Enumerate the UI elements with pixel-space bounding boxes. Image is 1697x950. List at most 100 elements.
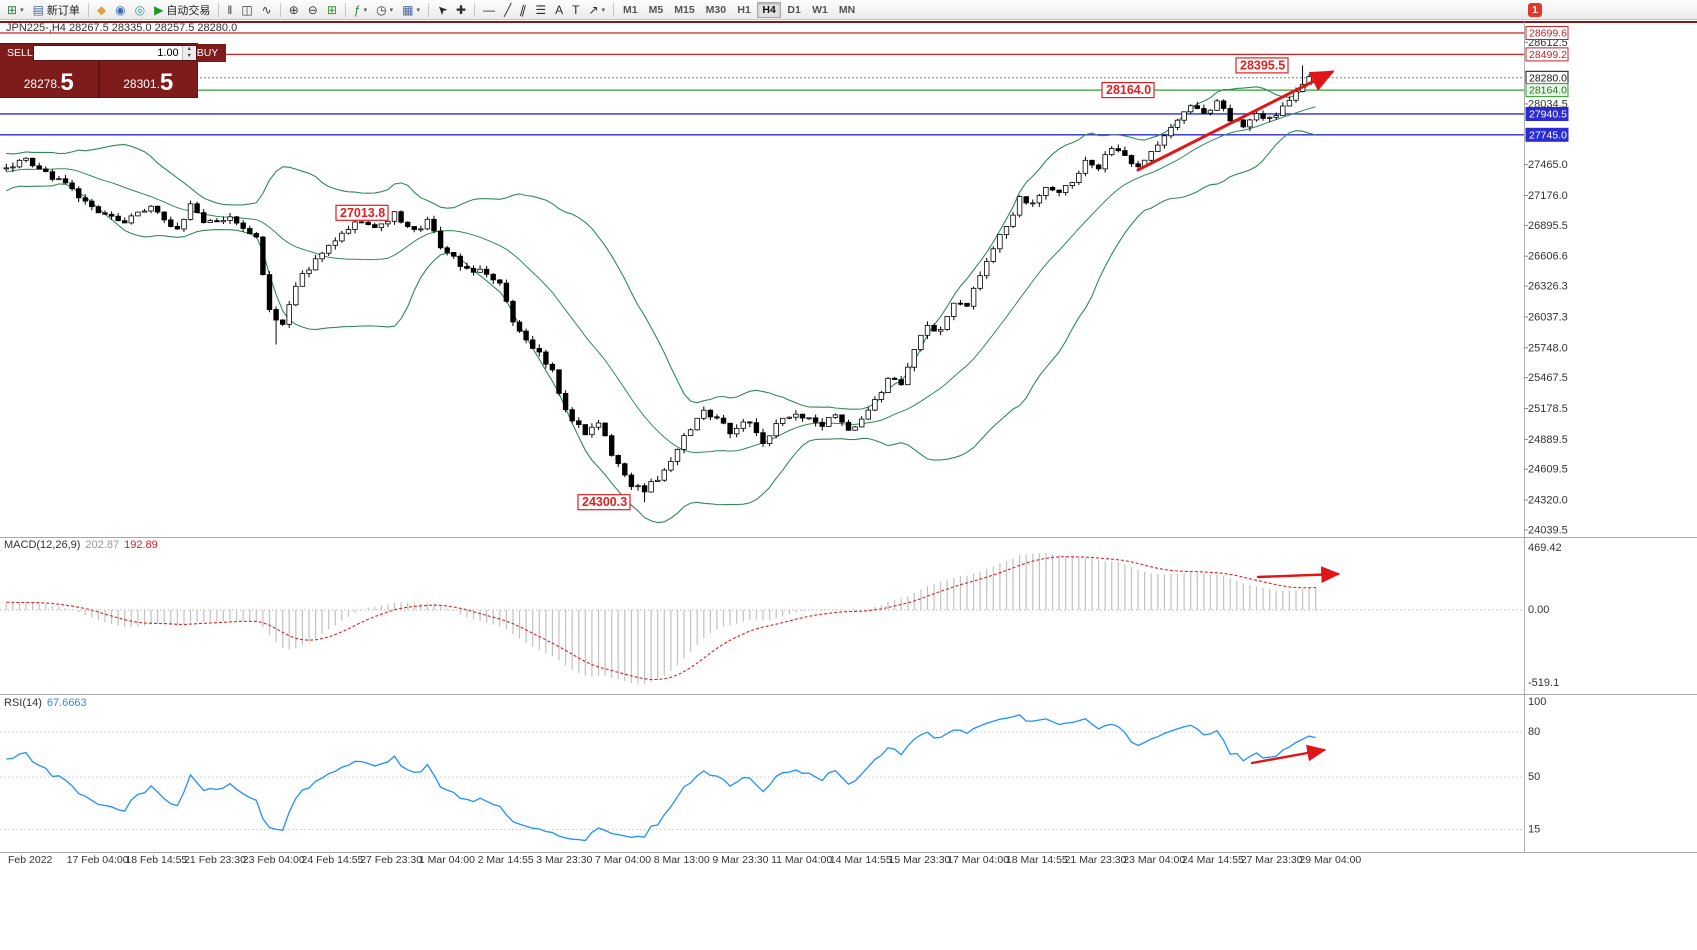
arrows-icon: ↗ <box>588 2 599 17</box>
templates-button[interactable]: ▦ ▾ <box>398 1 424 18</box>
trendline-button[interactable]: ╱ <box>500 1 515 18</box>
profile-button[interactable]: ◉ <box>111 1 129 18</box>
chart-canvas[interactable]: 28612.528034.527465.027176.026895.526606… <box>0 20 1697 945</box>
cursor-button[interactable]: ➤ <box>433 1 451 18</box>
price-callout[interactable] <box>1101 81 1155 99</box>
volume-input[interactable] <box>33 46 182 60</box>
horizontal-line-button[interactable]: ― <box>479 1 499 18</box>
timeframe-m1[interactable]: M1 <box>618 2 643 18</box>
time-axis-label: 7 Mar 04:00 <box>595 854 651 866</box>
trend-arrow-rsi[interactable] <box>1250 744 1327 765</box>
time-axis-label: 17 Feb 04:00 <box>67 854 129 866</box>
zoom-in-icon: ⊕ <box>288 2 299 17</box>
time-axis-label: 14 Mar 14:55 <box>830 854 892 866</box>
tile-windows-button[interactable]: ⊞ <box>323 1 341 18</box>
time-axis-label: 8 Mar 13:00 <box>654 854 710 866</box>
timeframe-m30[interactable]: M30 <box>701 2 731 18</box>
time-axis-label: 27 Feb 23:30 <box>360 854 422 866</box>
sell-button[interactable]: SELL <box>0 44 33 62</box>
indicator-icon: ƒ <box>353 2 361 17</box>
time-axis-label: 21 Mar 23:30 <box>1065 854 1127 866</box>
new-order-button[interactable]: ▤ 新订单 <box>29 1 84 18</box>
price-level-label <box>1525 83 1569 98</box>
trend-arrow-price[interactable] <box>1136 70 1335 172</box>
template-icon: ▦ <box>402 2 414 17</box>
autotrade-button[interactable]: ▶ 自动交易 <box>150 1 214 18</box>
macd-signal-line <box>6 556 1316 681</box>
text-icon: A <box>555 2 564 17</box>
sell-price-main: 28278. <box>23 77 61 91</box>
text-label-button[interactable]: T <box>568 1 583 18</box>
autotrade-button-label: 自动交易 <box>166 4 211 17</box>
bollinger-middle-band[interactable] <box>6 106 1316 454</box>
label-icon: T <box>572 2 580 17</box>
price-level-label-text: 27940.5 <box>1529 109 1567 121</box>
price-axis-label: 24889.5 <box>1528 434 1568 446</box>
candlestick-chart-button[interactable]: ◫ <box>237 1 256 18</box>
toolbar-separator <box>474 2 476 17</box>
price-callout[interactable] <box>1235 57 1289 74</box>
channel-button[interactable]: ∥ <box>516 1 530 18</box>
price-axis-label: 27176.0 <box>1528 190 1568 202</box>
crosshair-button[interactable]: ✚ <box>452 1 470 18</box>
price-axis-label: 24320.0 <box>1528 495 1568 507</box>
time-axis-label: Feb 2022 <box>8 854 53 866</box>
indicators-button[interactable]: ƒ ▾ <box>350 1 371 18</box>
fibonacci-button[interactable]: ☰ <box>531 1 550 18</box>
macd-axis-label: 469.42 <box>1528 542 1562 554</box>
price-level-label <box>1525 26 1569 40</box>
price-level-label-text: 28280.0 <box>1529 72 1567 84</box>
toolbar-separator <box>87 2 89 17</box>
community-button[interactable]: ◎ <box>131 1 149 18</box>
timeframe-m5[interactable]: M5 <box>644 2 669 18</box>
star-icon: ◆ <box>96 2 107 17</box>
timeframe-h1[interactable]: H1 <box>732 2 756 18</box>
new-chart-button[interactable]: ⊞ ▾ <box>3 1 28 18</box>
candlestick-series[interactable] <box>3 65 1319 503</box>
timeframe-h4[interactable]: H4 <box>757 1 782 18</box>
periods-button[interactable]: ◷ ▾ <box>372 1 397 18</box>
volume-decrease-button[interactable]: ▼ <box>182 53 196 60</box>
timeframe-m15[interactable]: M15 <box>669 2 699 18</box>
rsi-line <box>6 714 1316 842</box>
line-chart-button[interactable]: ∿ <box>258 1 276 18</box>
sell-price-button[interactable]: 28278. 5 <box>0 62 100 97</box>
bar-chart-button[interactable]: ‖ <box>223 1 236 18</box>
buy-button[interactable]: BUY <box>196 44 227 62</box>
play-icon: ▶ <box>154 2 164 17</box>
chevron-down-icon: ▾ <box>20 6 24 14</box>
price-level-label-text: 28164.0 <box>1529 85 1567 97</box>
timeframe-d1[interactable]: D1 <box>782 2 806 18</box>
time-axis-label: 18 Mar 14:55 <box>1006 854 1068 866</box>
price-axis-label: 27465.0 <box>1528 159 1568 171</box>
text-button[interactable]: A <box>551 1 567 18</box>
zoom-in-button[interactable]: ⊕ <box>285 1 303 18</box>
time-axis-label: 27 Mar 23:30 <box>1241 854 1303 866</box>
notification-badge[interactable]: 1 <box>1528 3 1542 17</box>
channel-icon: ∥ <box>518 1 529 18</box>
time-axis-label: 23 Mar 04:00 <box>1123 854 1185 866</box>
favorites-button[interactable]: ◆ <box>93 1 110 18</box>
trendline-icon: ╱ <box>504 2 512 17</box>
buy-price-button[interactable]: 28301. 5 <box>100 62 198 97</box>
price-callout[interactable] <box>577 494 631 511</box>
timeframe-mn[interactable]: MN <box>834 2 860 18</box>
trend-arrow-macd[interactable] <box>1256 566 1341 584</box>
time-axis-label: 29 Mar 04:00 <box>1299 854 1361 866</box>
arrows-button[interactable]: ↗ ▾ <box>584 1 609 18</box>
zoom-out-button[interactable]: ⊖ <box>304 1 322 18</box>
rsi-axis-label: 80 <box>1528 726 1540 738</box>
bollinger-lower-band[interactable] <box>6 130 1316 524</box>
chevron-down-icon: ▾ <box>416 6 420 14</box>
macd-axis-label: 0.00 <box>1528 604 1549 616</box>
timeframe-w1[interactable]: W1 <box>807 2 833 18</box>
price-level-label-text: 28499.2 <box>1529 49 1567 61</box>
volume-increase-button[interactable]: ▲ <box>182 46 196 53</box>
rsi-axis-label: 100 <box>1528 696 1546 708</box>
price-callout[interactable] <box>335 204 389 221</box>
new-order-button-label: 新订单 <box>46 4 80 17</box>
price-callout-text: 28395.5 <box>1240 58 1285 72</box>
time-axis-label: 17 Mar 04:00 <box>947 854 1009 866</box>
price-axis-label: 26326.3 <box>1528 281 1568 293</box>
bollinger-upper-band[interactable] <box>6 78 1317 410</box>
